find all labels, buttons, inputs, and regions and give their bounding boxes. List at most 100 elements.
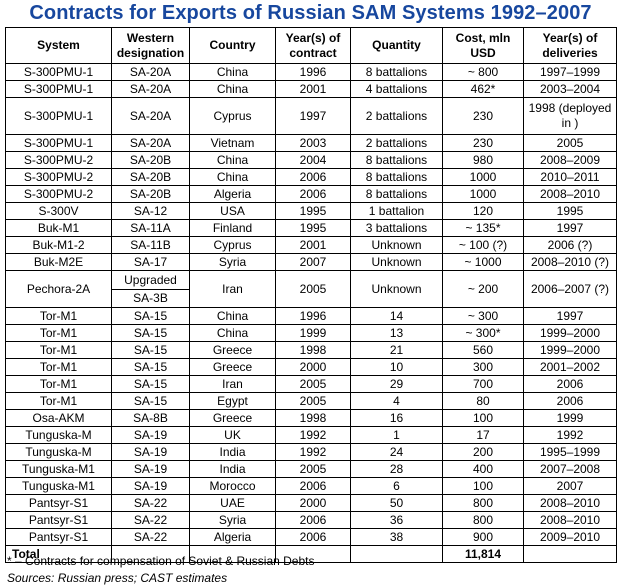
total-row: Total 11,814 — [5, 545, 617, 563]
cell-delivery: 2008–2010 — [523, 185, 617, 203]
cell-cost: 120 — [442, 202, 524, 220]
cell-year: 2006 — [275, 168, 351, 186]
cell-western: SA-8B — [111, 409, 190, 427]
cell-year: 2000 — [275, 358, 351, 376]
cell-quantity: 16 — [350, 409, 443, 427]
cell-quantity: 24 — [350, 443, 443, 461]
cell-western: SA-19 — [111, 426, 190, 444]
cell-delivery: 1999 — [523, 409, 617, 427]
cell-year: 2006 — [275, 477, 351, 495]
cell-year: 1997 — [275, 97, 351, 135]
cell-cost: 230 — [442, 97, 524, 135]
cell-year: 2001 — [275, 236, 351, 254]
cell-system: Osa-AKM — [5, 409, 112, 427]
cell-delivery: 1997 — [523, 219, 617, 237]
header-country: Country — [189, 27, 276, 64]
cell-country: USA — [189, 202, 276, 220]
cell-year: 2001 — [275, 80, 351, 98]
table-row: S-300PMU-1 SA-20A China 2001 4 battalion… — [5, 80, 617, 98]
cell-quantity: 3 battalions — [350, 219, 443, 237]
header-cost: Cost, mln USD — [442, 27, 524, 64]
table-row: Tor-M1 SA-15 Egypt 2005 4 80 2006 — [5, 392, 617, 410]
cell-delivery: 2006 (?) — [523, 236, 617, 254]
cell-western: SA-20B — [111, 168, 190, 186]
cell-quantity: 6 — [350, 477, 443, 495]
cell-year: 1992 — [275, 426, 351, 444]
table-row: Buk-M1-2 SA-11B Cyprus 2001 Unknown ~ 10… — [5, 236, 617, 254]
cell-country: Morocco — [189, 477, 276, 495]
table-row: Pantsyr-S1 SA-22 Syria 2006 36 800 2008–… — [5, 511, 617, 529]
cell-western: SA-22 — [111, 494, 190, 512]
cell-cost: ~ 100 (?) — [442, 236, 524, 254]
cell-western: SA-19 — [111, 443, 190, 461]
cell-western: SA-15 — [111, 375, 190, 393]
cell-western: SA-22 — [111, 511, 190, 529]
cell-system: Tor-M1 — [5, 341, 112, 359]
total-empty — [523, 545, 617, 563]
cell-system: Tunguska-M — [5, 443, 112, 461]
cell-country: Greece — [189, 341, 276, 359]
cell-country: China — [189, 63, 276, 81]
cell-system: S-300PMU-2 — [5, 168, 112, 186]
table-row: S-300PMU-2 SA-20B Algeria 2006 8 battali… — [5, 185, 617, 203]
table-row: Pantsyr-S1 SA-22 UAE 2000 50 800 2008–20… — [5, 494, 617, 512]
cell-year: 2004 — [275, 151, 351, 169]
cell-year: 2005 — [275, 270, 351, 308]
cell-year: 2003 — [275, 134, 351, 152]
cell-quantity: 21 — [350, 341, 443, 359]
cell-country: Greece — [189, 358, 276, 376]
cell-delivery: 1995 — [523, 202, 617, 220]
cell-delivery: 1992 — [523, 426, 617, 444]
cell-system: Tor-M1 — [5, 358, 112, 376]
contracts-table: System Western designation Country Year(… — [5, 27, 617, 563]
table-header-row: System Western designation Country Year(… — [5, 27, 617, 64]
cell-quantity: 4 battalions — [350, 80, 443, 98]
cell-cost: 100 — [442, 477, 524, 495]
cell-country: Syria — [189, 511, 276, 529]
cell-year: 1996 — [275, 307, 351, 325]
cell-country: China — [189, 168, 276, 186]
cell-system: Tor-M1 — [5, 307, 112, 325]
cell-year: 1996 — [275, 63, 351, 81]
cell-delivery: 1995–1999 — [523, 443, 617, 461]
cell-cost: 800 — [442, 511, 524, 529]
table-row: S-300PMU-2 SA-20B China 2006 8 battalion… — [5, 168, 617, 186]
cell-delivery: 2008–2010 — [523, 494, 617, 512]
cell-western: SA-15 — [111, 324, 190, 342]
cell-delivery: 1997–1999 — [523, 63, 617, 81]
cell-country: Iran — [189, 270, 276, 308]
cell-system: Tunguska-M — [5, 426, 112, 444]
cell-delivery: 2006 — [523, 392, 617, 410]
footnote: * – Contracts for compensation of Soviet… — [7, 554, 315, 568]
cell-system: S-300PMU-1 — [5, 134, 112, 152]
cell-delivery: 1997 — [523, 307, 617, 325]
table-row: S-300PMU-1 SA-20A China 1996 8 battalion… — [5, 63, 617, 81]
cell-cost: ~ 135* — [442, 219, 524, 237]
cell-system: S-300V — [5, 202, 112, 220]
table-row: Tunguska-M1 SA-19 India 2005 28 400 2007… — [5, 460, 617, 478]
cell-cost: 300 — [442, 358, 524, 376]
cell-cost: ~ 300 — [442, 307, 524, 325]
cell-cost: 400 — [442, 460, 524, 478]
cell-year: 1998 — [275, 409, 351, 427]
cell-year: 2006 — [275, 185, 351, 203]
cell-cost: ~ 300* — [442, 324, 524, 342]
cell-country: India — [189, 443, 276, 461]
cell-cost: 1000 — [442, 185, 524, 203]
cell-quantity: 10 — [350, 358, 443, 376]
cell-year: 2005 — [275, 375, 351, 393]
cell-cost: 17 — [442, 426, 524, 444]
cell-western: SA-12 — [111, 202, 190, 220]
cell-system: Tor-M1 — [5, 392, 112, 410]
cell-western: SA-20A — [111, 134, 190, 152]
cell-cost: ~ 800 — [442, 63, 524, 81]
cell-delivery: 1999–2000 — [523, 341, 617, 359]
cell-country: Cyprus — [189, 97, 276, 135]
cell-country: Algeria — [189, 528, 276, 546]
cell-system: S-300PMU-2 — [5, 151, 112, 169]
cell-western: SA-19 — [111, 477, 190, 495]
cell-system: Pantsyr-S1 — [5, 494, 112, 512]
cell-western: SA-17 — [111, 253, 190, 271]
table-row: S-300V SA-12 USA 1995 1 battalion 120 19… — [5, 202, 617, 220]
cell-quantity: 2 battalions — [350, 134, 443, 152]
